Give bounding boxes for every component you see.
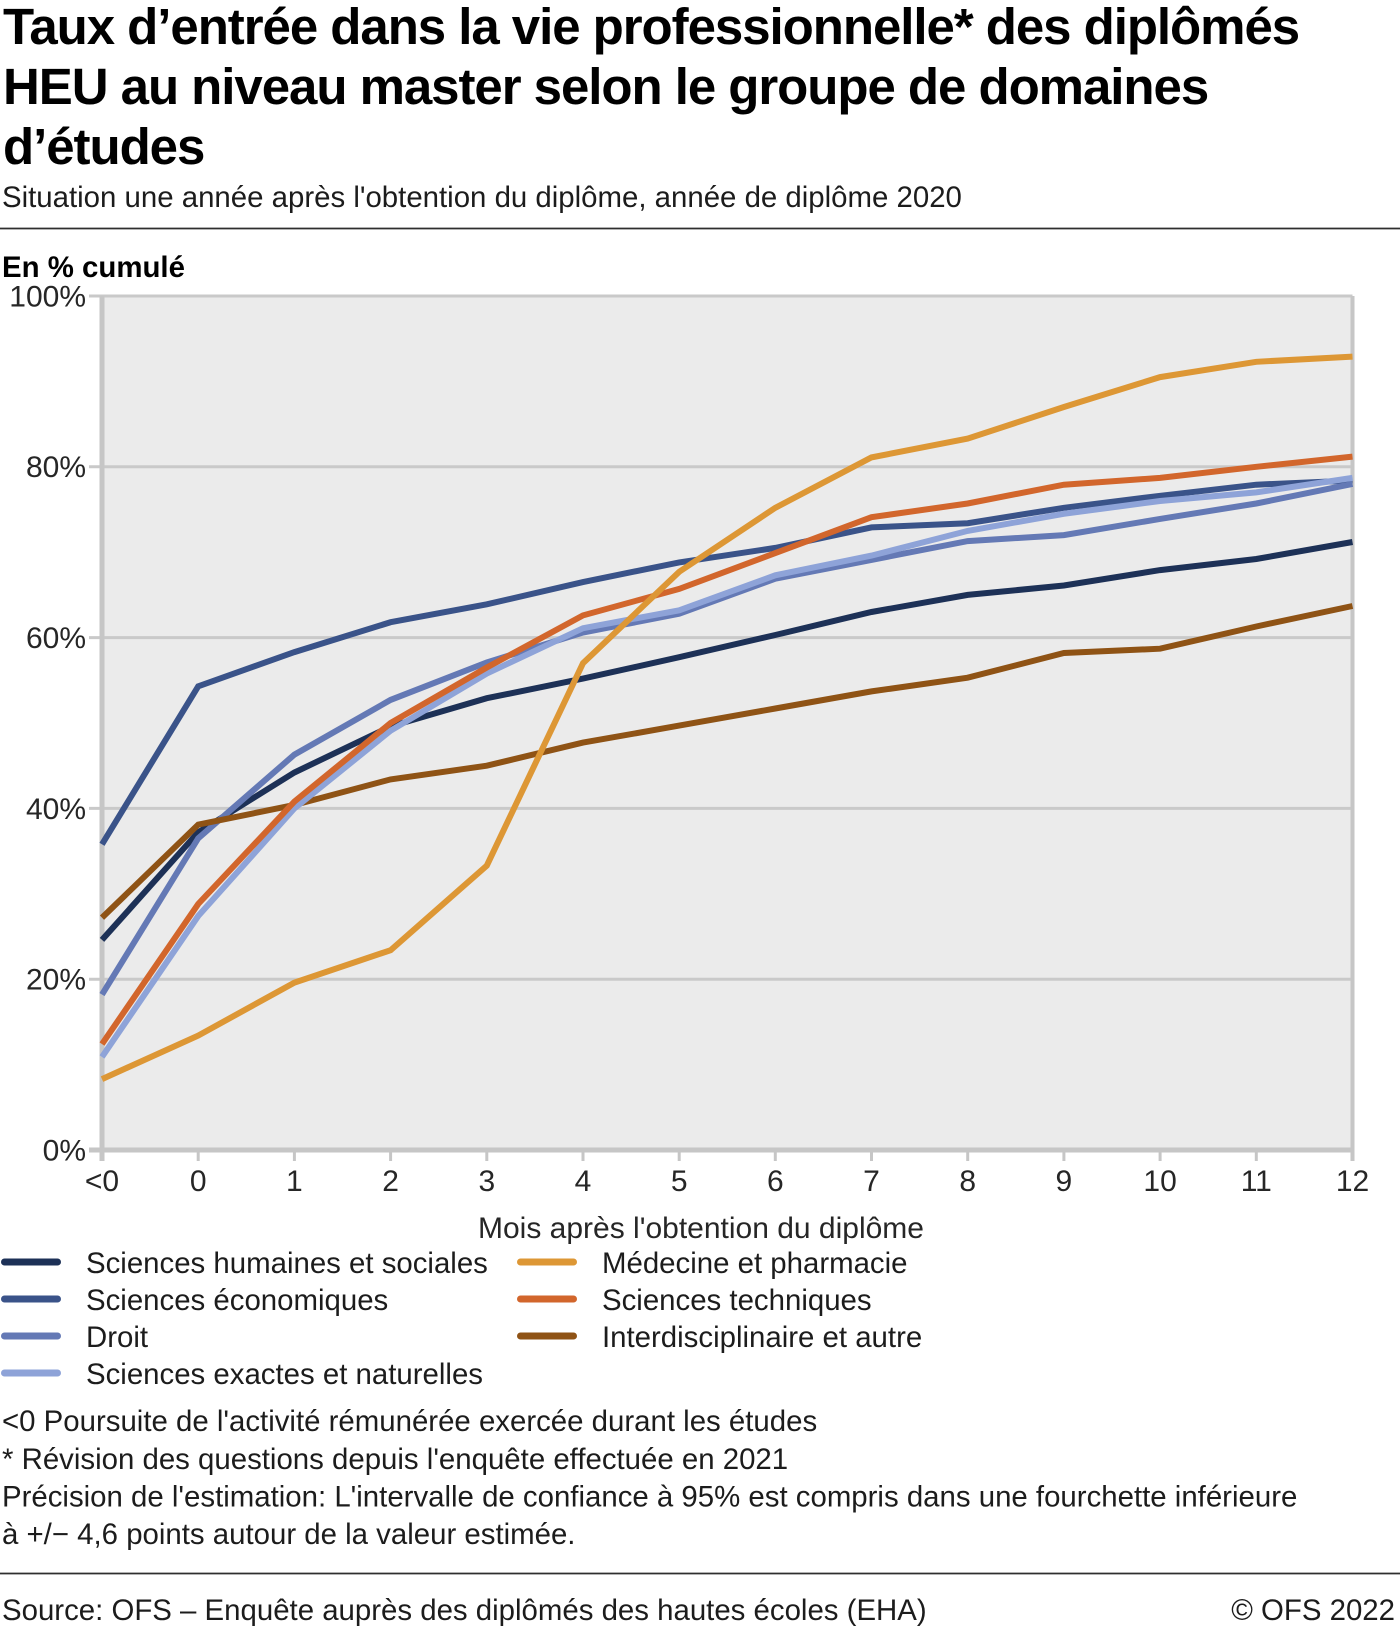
svg-text:HEU au niveau master selon le: HEU au niveau master selon le groupe de … xyxy=(3,58,1208,115)
svg-text:9: 9 xyxy=(1056,1165,1073,1198)
svg-text:Précision de l'estimation: L'i: Précision de l'estimation: L'intervalle … xyxy=(2,1481,1297,1514)
svg-text:d’études: d’études xyxy=(3,118,204,175)
svg-text:* Révision des questions depui: * Révision des questions depuis l'enquêt… xyxy=(2,1443,788,1476)
svg-text:Sciences exactes et naturelles: Sciences exactes et naturelles xyxy=(86,1358,483,1391)
svg-text:Droit: Droit xyxy=(86,1321,148,1354)
svg-text:Sciences techniques: Sciences techniques xyxy=(602,1284,872,1317)
svg-text:Sciences économiques: Sciences économiques xyxy=(86,1284,388,1317)
svg-text:Mois après l'obtention du dipl: Mois après l'obtention du diplôme xyxy=(478,1212,924,1245)
svg-text:<0: <0 xyxy=(85,1165,119,1198)
svg-text:Médecine et pharmacie: Médecine et pharmacie xyxy=(602,1247,908,1280)
svg-text:Interdisciplinaire et autre: Interdisciplinaire et autre xyxy=(602,1321,922,1354)
svg-text:Sciences humaines et sociales: Sciences humaines et sociales xyxy=(86,1247,488,1280)
svg-text:80%: 80% xyxy=(26,451,86,484)
svg-text:2: 2 xyxy=(382,1165,399,1198)
svg-text:60%: 60% xyxy=(26,622,86,655)
svg-text:8: 8 xyxy=(959,1165,976,1198)
svg-text:En % cumulé: En % cumulé xyxy=(2,251,185,284)
svg-text:Taux d’entrée dans la vie prof: Taux d’entrée dans la vie professionnell… xyxy=(3,0,1299,55)
svg-text:40%: 40% xyxy=(26,793,86,826)
svg-text:0%: 0% xyxy=(43,1134,86,1167)
svg-text:0: 0 xyxy=(190,1165,207,1198)
svg-text:7: 7 xyxy=(863,1165,880,1198)
svg-text:Situation une année après l'ob: Situation une année après l'obtention du… xyxy=(2,181,962,214)
svg-text:4: 4 xyxy=(575,1165,592,1198)
svg-text:Source: OFS – Enquête auprès d: Source: OFS – Enquête auprès des diplômé… xyxy=(2,1594,927,1627)
svg-text:10: 10 xyxy=(1143,1165,1176,1198)
svg-text:à +/− 4,6 points autour de la: à +/− 4,6 points autour de la valeur est… xyxy=(2,1518,575,1551)
svg-text:6: 6 xyxy=(767,1165,784,1198)
svg-text:20%: 20% xyxy=(26,964,86,997)
svg-text:12: 12 xyxy=(1336,1165,1369,1198)
svg-text:© OFS 2022: © OFS 2022 xyxy=(1231,1594,1395,1627)
svg-text:<0 Poursuite de l'activité rém: <0 Poursuite de l'activité rémunérée exe… xyxy=(2,1405,817,1438)
svg-text:100%: 100% xyxy=(9,280,86,313)
svg-text:1: 1 xyxy=(286,1165,303,1198)
svg-text:3: 3 xyxy=(478,1165,495,1198)
svg-text:11: 11 xyxy=(1241,1165,1272,1198)
svg-text:5: 5 xyxy=(671,1165,688,1198)
